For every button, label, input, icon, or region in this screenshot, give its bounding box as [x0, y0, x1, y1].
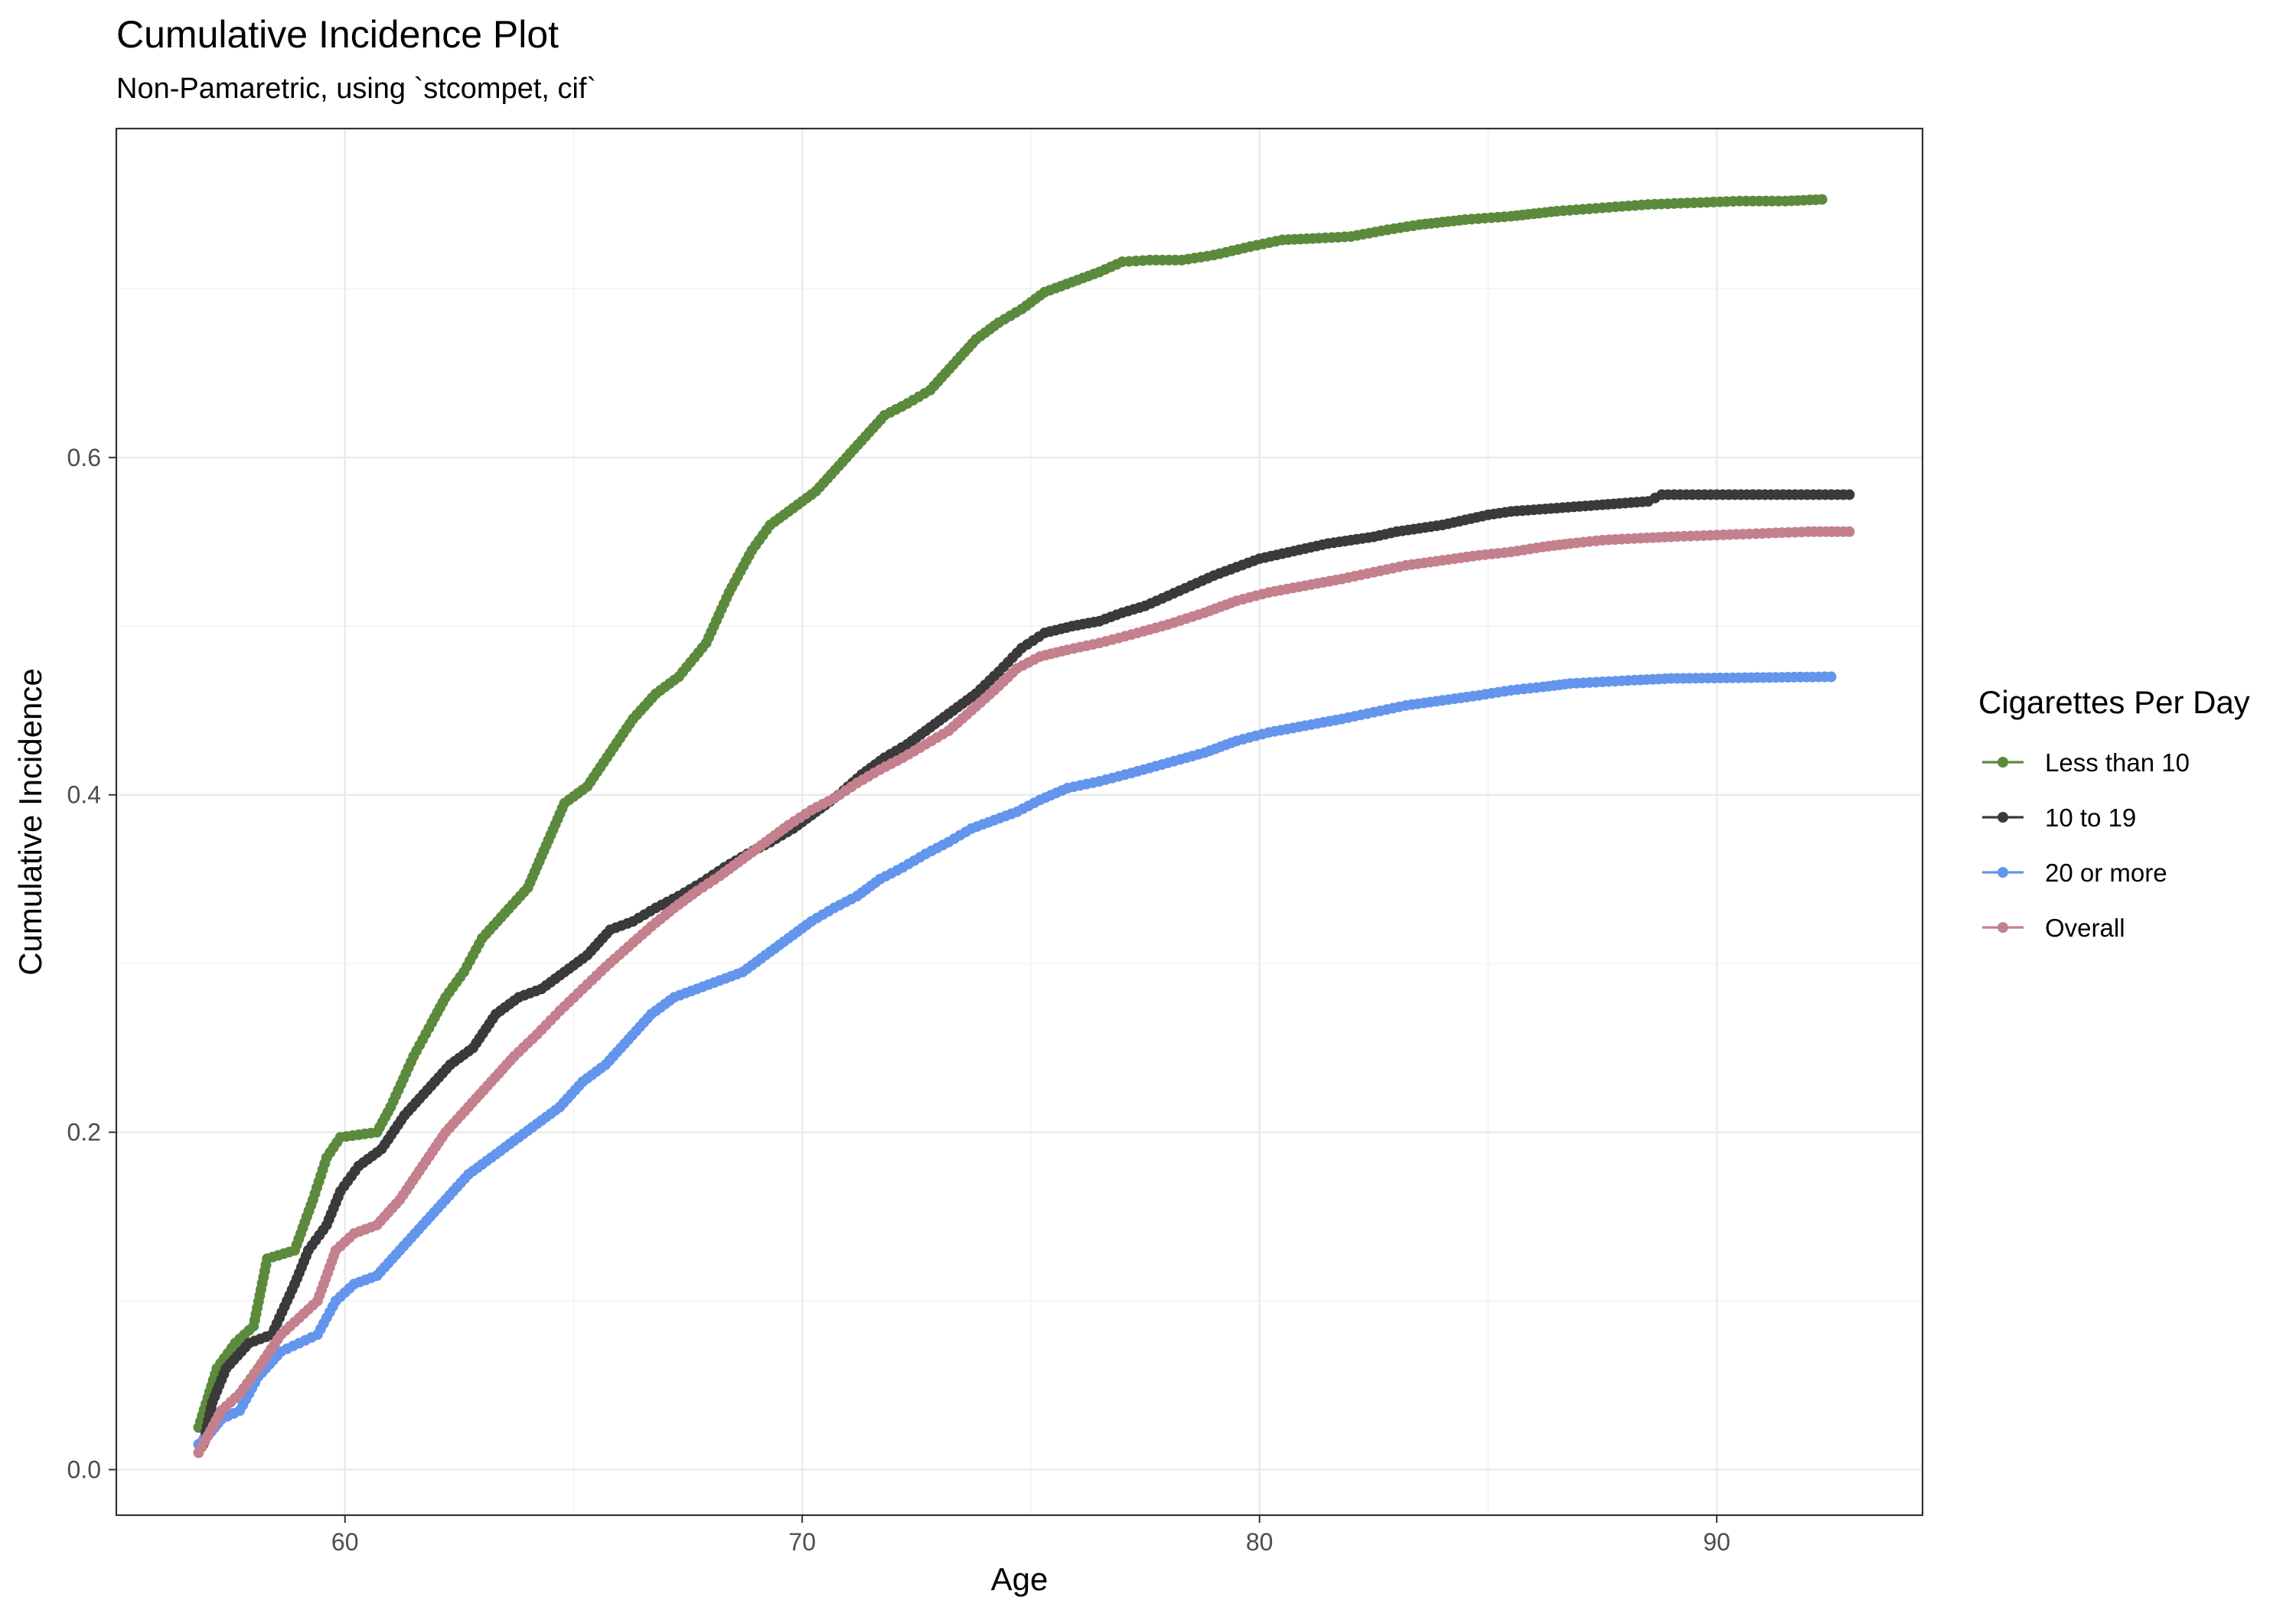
- legend-key-point: [1998, 922, 2008, 933]
- legend-key-point: [1998, 812, 2008, 823]
- series-overall: [193, 526, 1855, 1459]
- legend-item-10-to-19: 10 to 19: [1982, 804, 2136, 832]
- data-point: [1825, 671, 1837, 683]
- x-axis: 60 70 80 90: [331, 1515, 1730, 1556]
- chart-title: Cumulative Incidence Plot: [116, 13, 559, 56]
- series-less-than-10: [193, 194, 1828, 1433]
- legend-key-point: [1998, 757, 2008, 768]
- legend-label: 10 to 19: [2045, 804, 2136, 832]
- legend-label: Overall: [2045, 914, 2125, 942]
- legend-title: Cigarettes Per Day: [1978, 684, 2250, 720]
- panel-border: [115, 127, 1924, 1517]
- y-axis: 0.0 0.2 0.4 0.6: [67, 444, 116, 1483]
- y-tick-label: 0.0: [67, 1455, 101, 1483]
- legend-key-point: [1998, 867, 2008, 878]
- legend-item-less-than-10: Less than 10: [1982, 748, 2190, 777]
- series-20-or-more: [193, 671, 1837, 1450]
- series-layer: [193, 194, 1855, 1459]
- legend-items: Less than 10 10 to 19 20 or more Overall: [1982, 748, 2190, 942]
- legend-label: Less than 10: [2045, 748, 2190, 777]
- x-axis-title: Age: [991, 1561, 1049, 1597]
- legend-label: 20 or more: [2045, 859, 2167, 887]
- data-point: [1816, 194, 1828, 205]
- y-axis-title: Cumulative Incidence: [12, 668, 48, 976]
- data-point: [1844, 489, 1855, 500]
- chart-subtitle: Non-Pamaretric, using `stcompet, cif`: [116, 73, 596, 105]
- legend: Cigarettes Per Day Less than 10 10 to 19 2…: [1978, 684, 2250, 942]
- y-tick-label: 0.6: [67, 444, 101, 471]
- legend-item-overall: Overall: [1982, 914, 2125, 942]
- y-tick-label: 0.4: [67, 781, 101, 809]
- x-tick-label: 70: [788, 1528, 816, 1556]
- data-point: [1844, 526, 1855, 537]
- x-tick-label: 90: [1703, 1528, 1730, 1556]
- x-tick-label: 80: [1246, 1528, 1274, 1556]
- x-tick-label: 60: [331, 1528, 359, 1556]
- y-tick-label: 0.2: [67, 1119, 101, 1146]
- panel-background: [116, 129, 1923, 1515]
- plot-area: [115, 127, 1924, 1517]
- legend-item-20-or-more: 20 or more: [1982, 859, 2167, 887]
- series-10-to-19: [197, 489, 1855, 1450]
